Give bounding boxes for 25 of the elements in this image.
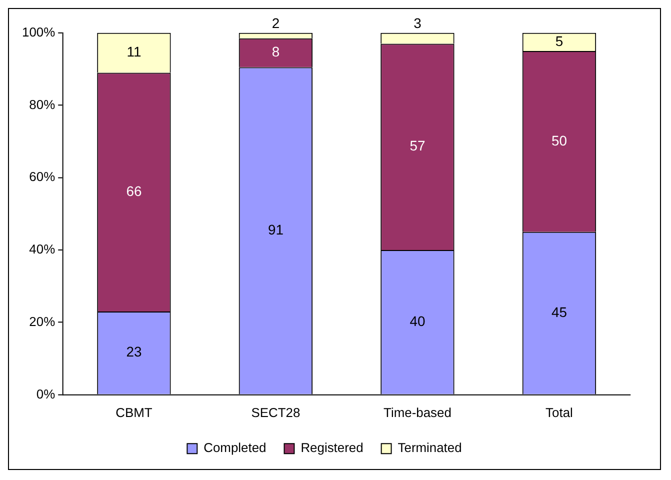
- data-label: 40: [410, 312, 426, 329]
- data-label: 2: [272, 14, 280, 31]
- y-tick-label: 40%: [29, 242, 56, 257]
- data-label: 45: [551, 304, 568, 320]
- x-tick-label: SECT28: [251, 405, 300, 420]
- data-label: 23: [126, 344, 142, 360]
- data-label: 11: [126, 44, 142, 60]
- data-label: 50: [551, 132, 568, 148]
- y-tick-label: 80%: [29, 96, 56, 112]
- y-tick-label: 0%: [36, 386, 56, 402]
- y-tick-label: 20%: [29, 314, 56, 329]
- data-label: 8: [272, 44, 280, 60]
- data-label: 66: [126, 182, 142, 199]
- x-tick-label: Time-based: [384, 405, 452, 420]
- y-tick-label: 100%: [22, 24, 56, 40]
- data-label: 3: [414, 14, 422, 31]
- data-label: 5: [555, 32, 564, 49]
- legend-label: Terminated: [398, 440, 462, 456]
- legend-label: Completed: [204, 440, 266, 456]
- data-label: 57: [410, 138, 426, 154]
- legend-label: Registered: [300, 440, 364, 456]
- x-tick-label: Total: [546, 405, 574, 420]
- x-tick-label: CBMT: [116, 405, 152, 420]
- y-tick-label: 60%: [29, 169, 56, 184]
- data-label: 91: [268, 222, 284, 238]
